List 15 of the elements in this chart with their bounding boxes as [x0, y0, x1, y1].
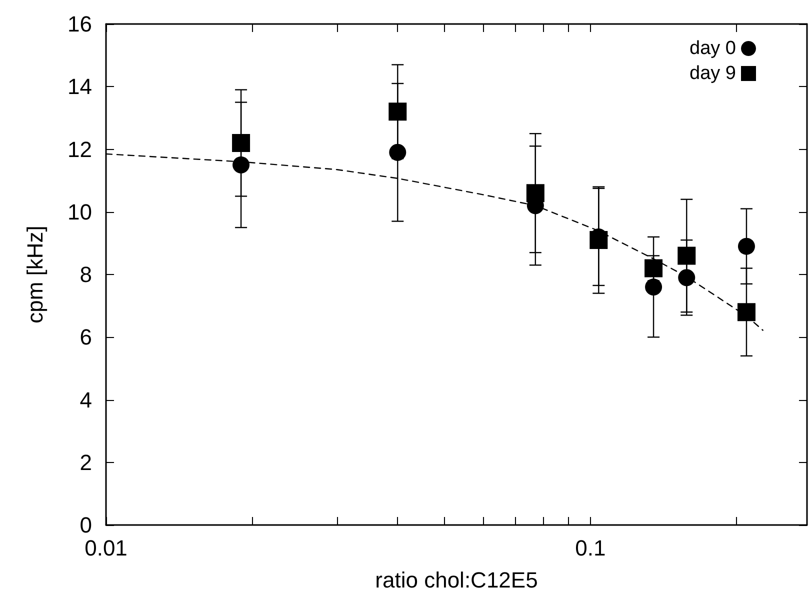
y-tick-label: 2 [80, 450, 92, 475]
y-tick-label: 0 [80, 512, 92, 538]
y-tick-label: 6 [80, 324, 92, 350]
x-tick-label: 0.1 [575, 536, 606, 560]
y-tick-label: 4 [80, 387, 92, 412]
y-tick-label: 16 [68, 12, 92, 36]
x-tick-label: 0.01 [84, 536, 128, 560]
y-axis-title: cpm [kHz] [22, 226, 48, 324]
y-tick-label: 8 [80, 262, 92, 287]
y-tick-label: 14 [68, 74, 92, 100]
legend-label: day 0 [690, 38, 736, 59]
y-tick-label: 12 [68, 136, 92, 162]
legend-label: day 9 [690, 63, 736, 84]
y-tick-label: 10 [68, 199, 92, 224]
x-axis-title: ratio chol:C12E5 [375, 568, 538, 592]
